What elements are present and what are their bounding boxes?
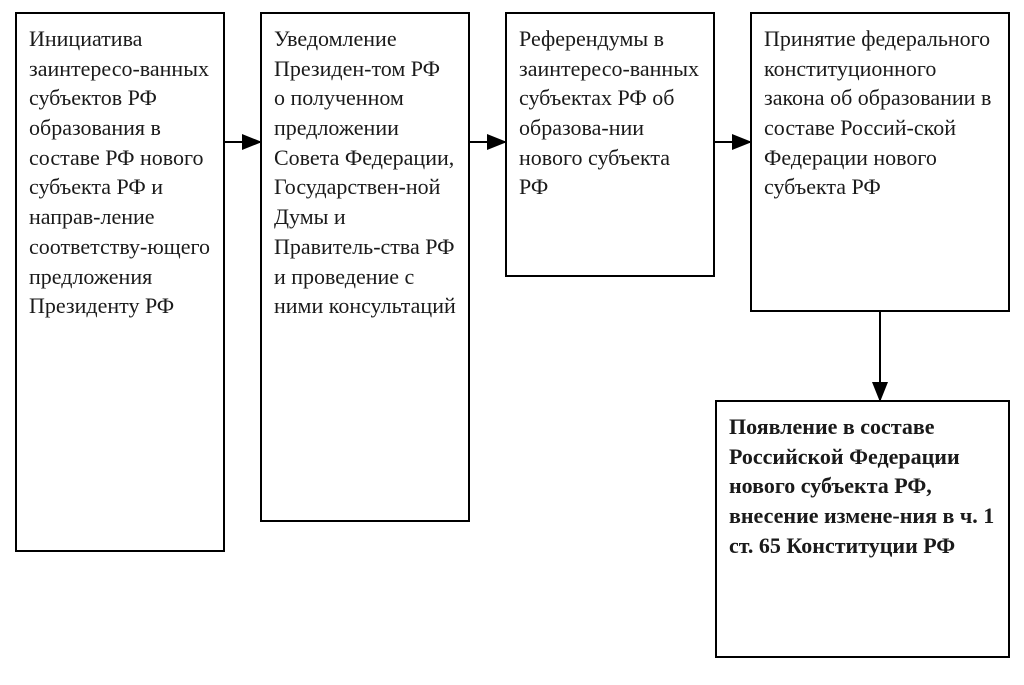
flowchart-node-notification: Уведомление Президен-том РФ о полученном…	[260, 12, 470, 522]
node-text: Инициатива заинтересо-ванных субъектов Р…	[29, 26, 210, 318]
flowchart-node-result: Появление в составе Российской Федерации…	[715, 400, 1010, 658]
node-text: Уведомление Президен-том РФ о полученном…	[274, 26, 456, 318]
node-text: Принятие федерального конституционного з…	[764, 26, 991, 199]
node-text: Появление в составе Российской Федерации…	[729, 414, 994, 558]
flowchart-node-initiative: Инициатива заинтересо-ванных субъектов Р…	[15, 12, 225, 552]
flowchart-node-adoption: Принятие федерального конституционного з…	[750, 12, 1010, 312]
node-text: Референдумы в заинтересо-ванных субъекта…	[519, 26, 699, 199]
flowchart-node-referendum: Референдумы в заинтересо-ванных субъекта…	[505, 12, 715, 277]
